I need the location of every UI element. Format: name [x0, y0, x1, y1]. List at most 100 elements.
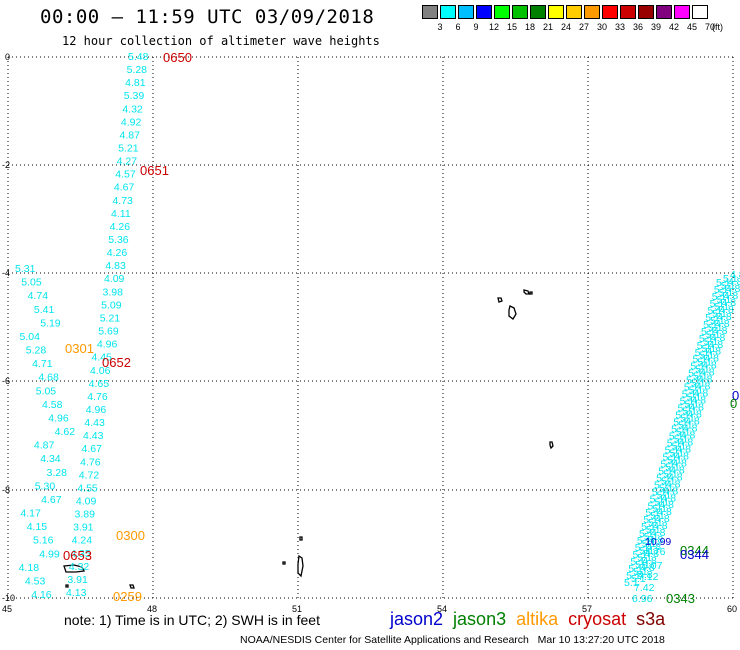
wave-height-value-track: 4.8 — [657, 506, 672, 518]
x-tick-label: 57 — [582, 604, 592, 614]
wave-height-value-track: 5.1 — [707, 305, 722, 317]
wave-height-value-track: 5.1 — [721, 280, 736, 292]
wave-height-value-track: 5.1 — [635, 542, 650, 554]
wave-height-value-track: 5.1 — [658, 465, 673, 477]
wave-height-value-track: 4.8 — [721, 297, 736, 309]
wave-height-value-track: 5.1 — [641, 521, 656, 533]
wave-height-value-track: 5.1 — [643, 514, 658, 526]
legend-label: 6 — [455, 22, 461, 32]
map-subtitle: 12 hour collection of altimeter wave hei… — [62, 34, 380, 48]
wave-height-value-track: 5.1 — [633, 549, 648, 561]
wave-height-value-track: 4.8 — [651, 527, 666, 539]
legend-label: 21 — [542, 22, 554, 32]
wave-height-value-track: 5.1 — [661, 475, 676, 487]
wave-height-value-track: 5.1 — [655, 496, 670, 508]
wave-height-value-track: 5.1 — [712, 291, 727, 303]
wave-height-value-track: 4.8 — [719, 304, 734, 316]
wave-height-value-track: 4.8 — [670, 464, 685, 476]
wave-height-value-track: 5.1 — [667, 437, 682, 449]
wave-height-value-track: 5.1 — [717, 294, 732, 306]
wave-height-value-track: 4.8 — [681, 429, 696, 441]
wave-height-value-track: 5.1 — [663, 468, 678, 480]
satellite-label-altika: altika — [516, 609, 559, 629]
wave-height-value-track: 5.1 — [624, 577, 639, 589]
wave-height-value-track: 5.1 — [687, 392, 702, 404]
legend-swatch — [602, 5, 618, 19]
wave-height-value: 4.09 — [76, 495, 97, 507]
wave-height-value: 10.99 — [645, 536, 671, 548]
wave-height-value-track: 5.1 — [712, 308, 727, 320]
wave-height-value: 4.72 — [79, 469, 100, 481]
wave-height-value: 7.12 — [638, 571, 659, 583]
legend-swatch — [422, 5, 438, 19]
time-label: 0344 — [680, 547, 709, 562]
x-tick-label: 51 — [292, 604, 302, 614]
wave-height-value-track: 5.1 — [675, 410, 690, 422]
time-label: 0652 — [102, 355, 131, 370]
wave-height-value-track: 5.1 — [680, 413, 695, 425]
wave-height-value-track: 5.1 — [676, 426, 691, 438]
legend-swatch — [440, 5, 456, 19]
wave-height-value-track: 5.1 — [654, 479, 669, 491]
wave-height-value-track: 5.1 — [716, 277, 731, 289]
wave-height-value-track: 5.1 — [648, 517, 663, 529]
y-tick-label: 0 — [5, 52, 10, 62]
time-label: 0653 — [63, 548, 92, 563]
legend-label: 18 — [524, 22, 536, 32]
legend-swatch — [458, 5, 474, 19]
wave-height-value: 7.42 — [634, 582, 655, 594]
wave-height-value-track: 5.1 — [682, 406, 697, 418]
wave-height-value-track: 5.1 — [678, 420, 693, 432]
wave-height-value: 5.28 — [26, 345, 47, 357]
wave-height-value-track: 4.8 — [640, 562, 655, 574]
wave-height-value-track: 5.1 — [645, 507, 660, 519]
land-outline — [299, 536, 303, 541]
wave-height-value: 4.18 — [19, 562, 40, 574]
wave-height-value-track: 5.1 — [646, 524, 661, 536]
wave-height-value-track: 4.8 — [691, 395, 706, 407]
wave-height-value: 5.21 — [118, 143, 139, 155]
legend-label: 12 — [488, 22, 500, 32]
y-tick-label: -4 — [2, 268, 10, 278]
wave-height-value-track: 5.1 — [689, 385, 704, 397]
satellite-legend: jason2 jason3 altika cryosat s3a — [390, 609, 675, 630]
wave-height-value-track: 5.1 — [648, 500, 663, 512]
wave-height-value-track: 5.1 — [714, 284, 729, 296]
wave-height-value: 4.87 — [34, 440, 55, 452]
wave-height-value-track: 4.8 — [696, 381, 711, 393]
wave-height-value-track: 5.1 — [719, 287, 734, 299]
wave-height-value-track: 5.1 — [710, 315, 725, 327]
wave-height-value: 5.36 — [108, 234, 129, 246]
wave-height-value-track: 5.1 — [705, 312, 720, 324]
wave-height-value-track: 4.8 — [649, 534, 664, 546]
wave-height-value-track: 5.1 — [697, 357, 712, 369]
wave-height-value-track: 5.1 — [667, 454, 682, 466]
wave-height-value: 4.06 — [90, 365, 111, 377]
x-tick-label: 60 — [727, 604, 737, 614]
legend-swatch — [692, 5, 708, 19]
wave-height-value-track: 5.1 — [690, 361, 705, 373]
wave-height-value: 5.39 — [124, 90, 145, 102]
wave-height-value-track: 5.1 — [677, 403, 692, 415]
satellite-label-cryosat: cryosat — [568, 609, 627, 629]
legend-label: 39 — [650, 22, 662, 32]
wave-height-value: 3.91 — [67, 574, 88, 586]
wave-height-value: 5.48 — [128, 51, 149, 63]
wave-height-value: 4.96 — [48, 412, 69, 424]
wave-height-value-track: 5.1 — [633, 566, 648, 578]
wave-height-value: 4.16 — [31, 589, 52, 601]
time-label: 0 — [730, 396, 737, 411]
y-tick-label: -10 — [2, 593, 15, 603]
x-tick-label: 48 — [147, 604, 157, 614]
wave-height-value-track: 4.8 — [730, 269, 740, 281]
wave-height-value-track: 4.8 — [677, 443, 692, 455]
wave-height-value: 5.04 — [20, 331, 41, 343]
wave-height-value-track: 4.8 — [702, 360, 717, 372]
wave-height-value: 4.67 — [82, 443, 103, 455]
wave-height-value-track: 4.8 — [685, 416, 700, 428]
footnote: note: 1) Time is in UTC; 2) SWH is in fe… — [64, 612, 320, 628]
wave-height-value-track: 5.1 — [637, 552, 652, 564]
land-outline — [282, 561, 286, 565]
wave-height-value-track: 4.8 — [687, 409, 702, 421]
